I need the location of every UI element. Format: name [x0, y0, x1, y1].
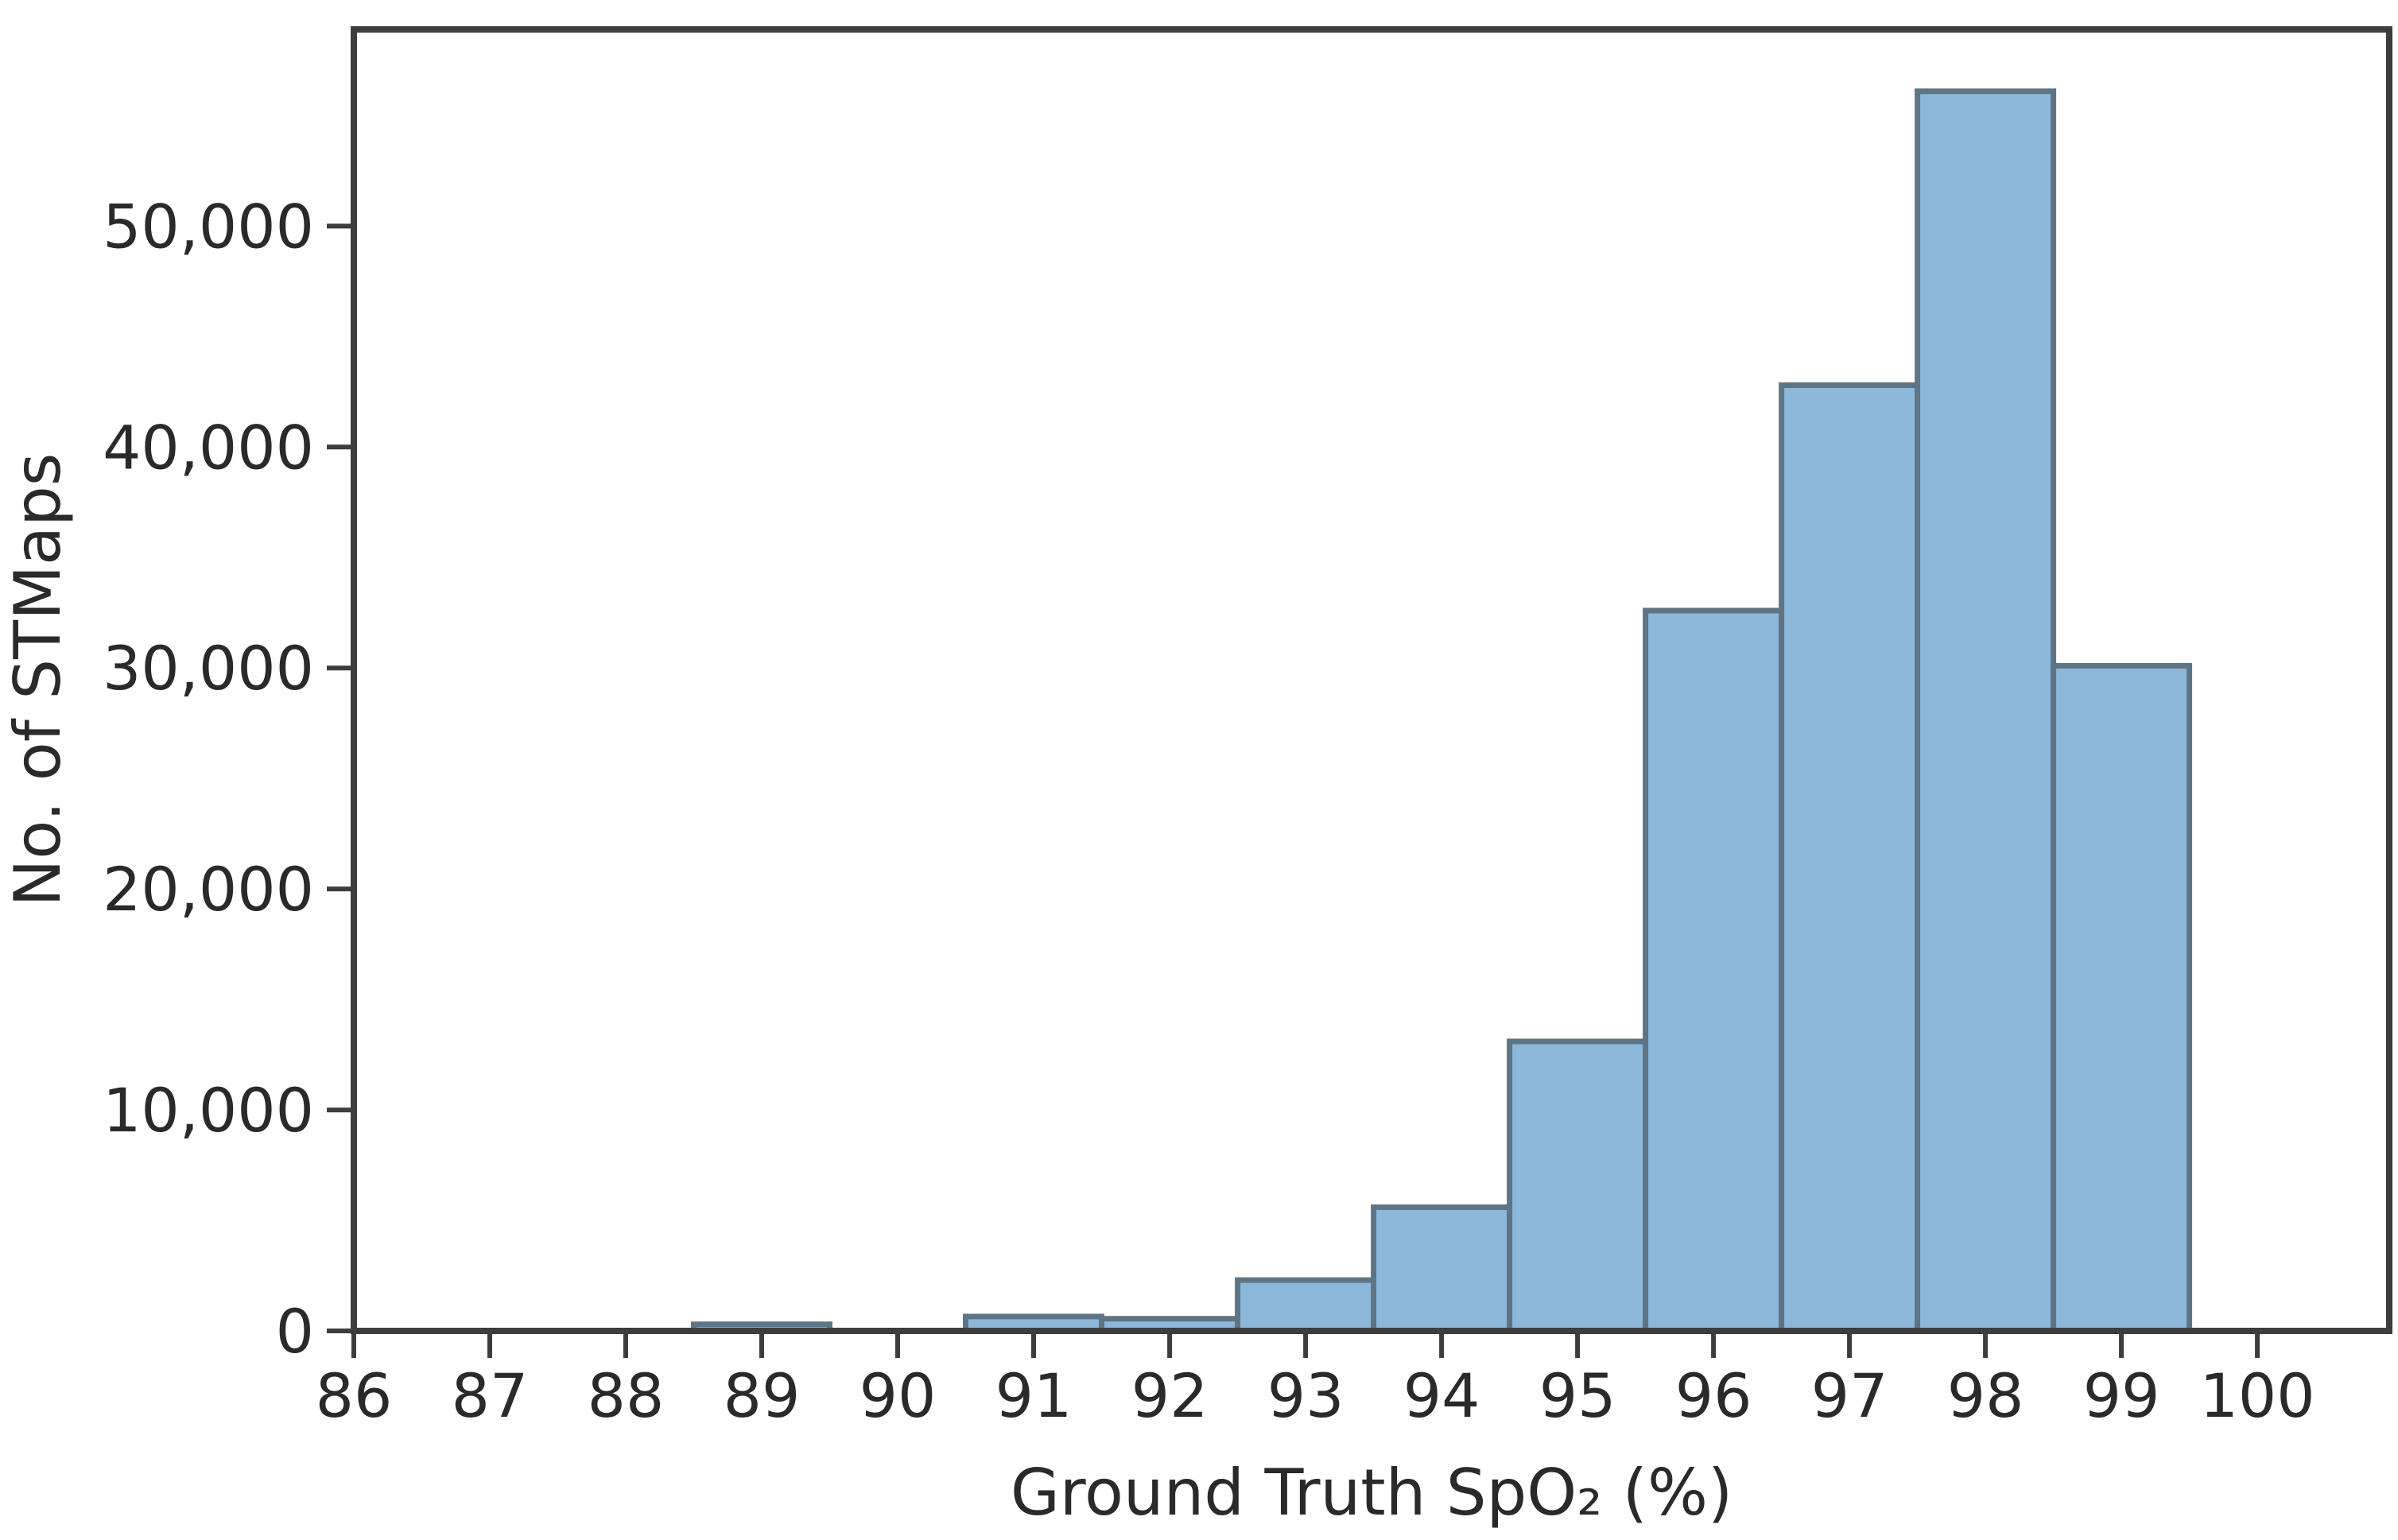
x-tick-label: 95	[1539, 1360, 1616, 1431]
histogram-bar	[1371, 1204, 1513, 1334]
x-tick-label: 89	[724, 1360, 801, 1431]
y-tick-label: 0	[276, 1296, 314, 1367]
y-tick-label: 10,000	[103, 1075, 314, 1146]
x-tick-label: 97	[1811, 1360, 1888, 1431]
x-axis-label: Ground Truth SpO₂ (%)	[1011, 1456, 1733, 1530]
x-tick-label: 90	[859, 1360, 937, 1431]
plot-frame	[351, 26, 2392, 1334]
histogram-bar	[1915, 88, 2057, 1334]
axes-group	[351, 26, 2392, 1334]
y-axis-label: No. of STMaps	[1, 453, 75, 907]
x-tick-label: 93	[1267, 1360, 1345, 1431]
bars-group	[691, 88, 2193, 1334]
x-tick-label: 91	[995, 1360, 1073, 1431]
histogram-bar	[1235, 1277, 1377, 1334]
x-tick-label: 94	[1403, 1360, 1480, 1431]
y-tick-label: 20,000	[103, 854, 314, 925]
histogram-bar	[1507, 1038, 1649, 1334]
x-tick-label: 99	[2083, 1360, 2160, 1431]
histogram-bar	[1643, 607, 1785, 1334]
tick-groups: 86 87 88 89 90 91 92 93 94 95 96 97 98 99 100 0 10,000 20…	[103, 191, 2315, 1431]
histogram-bar	[2051, 662, 2193, 1334]
x-tick-label: 86	[316, 1360, 393, 1431]
x-tick-label: 88	[588, 1360, 665, 1431]
y-tick-label: 50,000	[103, 191, 314, 262]
x-tick-label: 96	[1675, 1360, 1752, 1431]
y-tick-label: 40,000	[103, 412, 314, 483]
x-tick-label: 87	[452, 1360, 529, 1431]
x-tick-label: 98	[1947, 1360, 2024, 1431]
x-tick-label: 100	[2200, 1360, 2315, 1431]
y-tick-label: 30,000	[103, 633, 314, 704]
histogram-bar	[1779, 382, 1921, 1334]
x-tick-label: 92	[1131, 1360, 1209, 1431]
